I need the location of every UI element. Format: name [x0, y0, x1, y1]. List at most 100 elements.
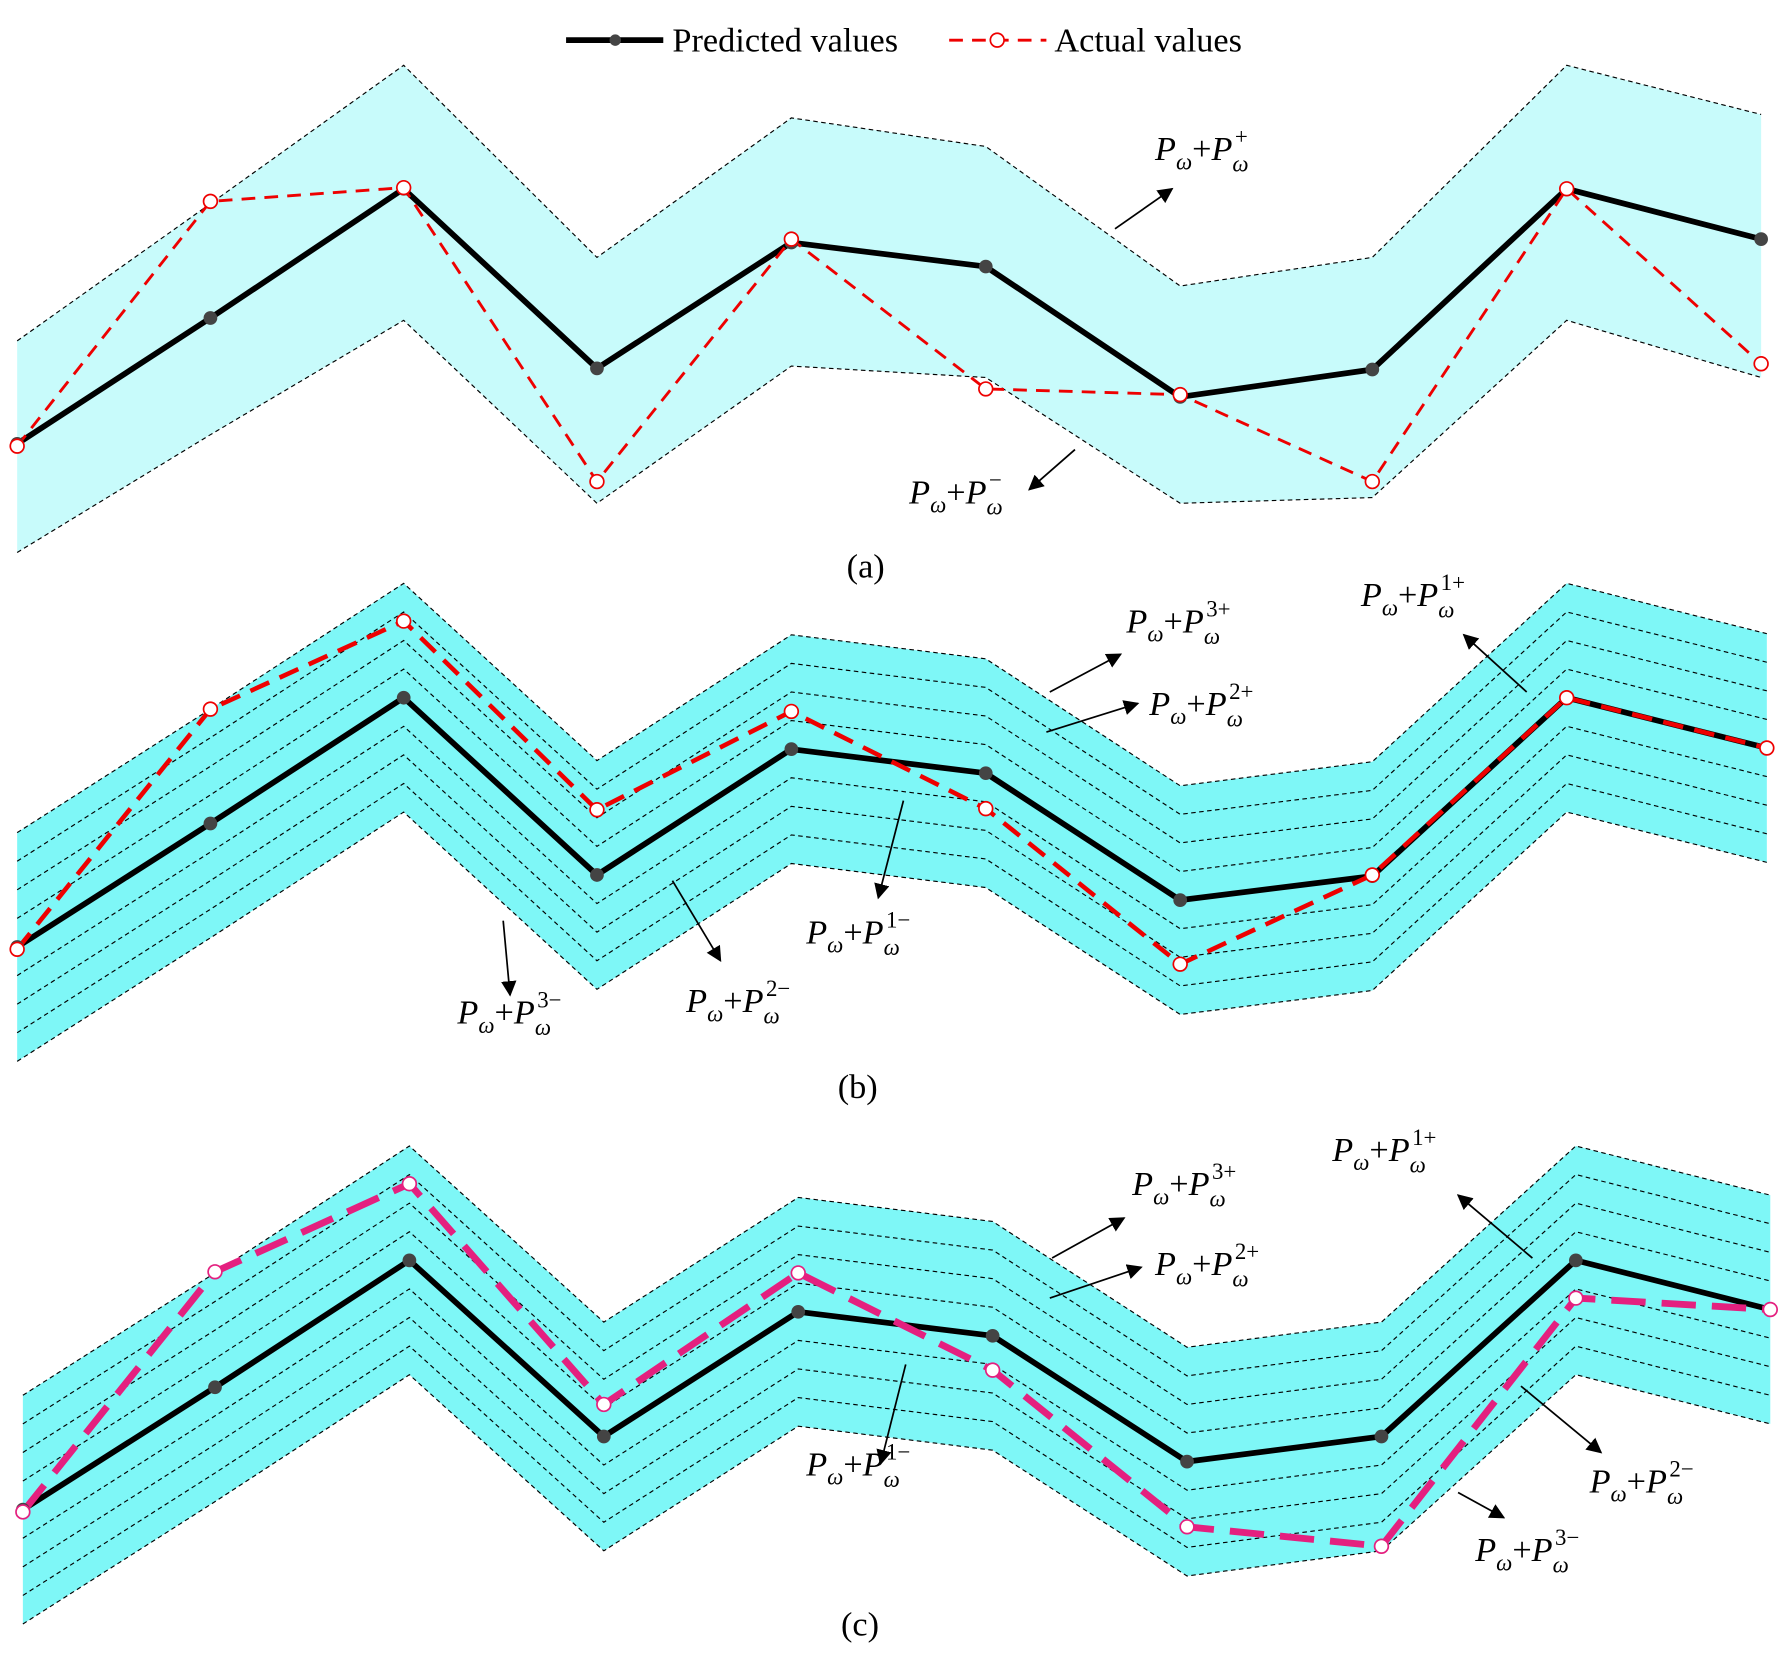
actual-dot: [978, 381, 994, 397]
annotation-part: 3−: [1555, 1525, 1579, 1550]
band-edge: [22, 1231, 1771, 1482]
predicted-line: [15, 694, 1768, 950]
annotation: Pω+Pω1−: [805, 908, 910, 960]
predicted-dot: [208, 1380, 222, 1395]
annotation-part: ω: [535, 1015, 551, 1040]
annotation-arrow: [1049, 653, 1123, 693]
annotation-part: P: [1148, 685, 1170, 723]
annotation-part: ω: [764, 1004, 780, 1029]
annotation-part: ω: [1204, 624, 1220, 649]
annotation-part: ω: [478, 1013, 494, 1038]
predicted-dot: [203, 816, 218, 831]
legend-dot: [989, 32, 1005, 48]
annotation-part: ω: [707, 1001, 723, 1026]
annotation-part: 1−: [886, 1439, 910, 1464]
annotation-part: P: [1125, 603, 1147, 641]
actual-dot: [207, 1264, 223, 1280]
annotation-part: +: [1369, 1131, 1388, 1169]
band-edge: [16, 319, 1762, 553]
legend: Predicted values Actual values: [566, 22, 1242, 60]
annotation: Pω+Pω1−: [805, 1439, 910, 1491]
annotation-part: 3+: [1212, 1159, 1236, 1184]
annotation-part: ω: [1170, 704, 1186, 729]
annotation-arrow: [1046, 700, 1140, 733]
actual-dot: [1179, 1519, 1195, 1535]
annotation: Pω+Pω−: [908, 467, 1003, 519]
annotation-part: 1−: [886, 908, 910, 933]
annotation: Pω+Pω3+: [1131, 1159, 1236, 1211]
actual-line: [16, 186, 1763, 484]
annotation-part: 1+: [1441, 570, 1465, 595]
annotation-part: P: [1388, 1131, 1410, 1169]
predicted-dot: [1180, 1454, 1194, 1469]
annotation-part: +: [946, 473, 965, 511]
annotation-part: +: [1627, 1462, 1646, 1500]
annotation-part: ω: [1353, 1150, 1369, 1175]
actual-dot: [596, 1396, 612, 1413]
annotation-part: +: [1192, 1245, 1211, 1283]
annotation-part: P: [1531, 1531, 1553, 1569]
annotation-part: ω: [1611, 1482, 1627, 1507]
annotation-arrow: [1520, 1385, 1603, 1454]
predicted-line: [15, 185, 1762, 447]
predicted-dot: [978, 766, 993, 781]
annotation-part: 3−: [537, 988, 561, 1013]
annotation-part: ω: [884, 935, 900, 960]
panel-label: (b): [838, 1068, 878, 1106]
annotation-part: ω: [1210, 1187, 1226, 1212]
annotation-part: +: [1164, 603, 1183, 641]
band-edge: [22, 1373, 1771, 1625]
annotation-part: ω: [1147, 622, 1163, 647]
annotation-part: +: [1512, 1531, 1531, 1569]
actual-dot: [395, 179, 412, 196]
annotation-arrow: [1114, 187, 1174, 230]
annotation-part: ω: [1438, 598, 1454, 623]
legend-label: Predicted values: [672, 22, 898, 60]
annotation-part: 2+: [1229, 679, 1253, 704]
actual-dot: [1172, 956, 1188, 972]
actual-dot: [1558, 181, 1575, 197]
band-edge: [16, 754, 1767, 1005]
annotation-part: +: [1169, 1165, 1188, 1203]
annotation-part: 3+: [1206, 597, 1230, 622]
annotation-part: P: [1331, 1131, 1353, 1169]
annotation: Pω+Pω2−: [685, 976, 790, 1028]
annotation-part: ω: [1667, 1484, 1683, 1509]
panel-label: (c): [841, 1605, 879, 1643]
annotation-arrow: [876, 1364, 907, 1466]
band-edge: [16, 725, 1767, 977]
annotation-part: P: [1154, 130, 1176, 168]
annotation-arrow: [1457, 1491, 1506, 1519]
panel: (b)Pω+Pω3+Pω+Pω2+Pω+Pω1+Pω+Pω1−Pω+Pω2−Pω…: [9, 570, 1775, 1106]
annotation-part: P: [1360, 576, 1382, 614]
annotation: Pω+Pω+: [1154, 124, 1249, 176]
predicted-dot: [590, 868, 604, 882]
predicted-dot: [590, 361, 604, 376]
annotation-part: +: [1186, 685, 1205, 723]
annotation-arrow: [874, 800, 905, 900]
annotation-part: P: [908, 473, 930, 511]
predicted-dot: [203, 311, 218, 325]
annotation-part: ω: [987, 495, 1003, 520]
band-edge: [16, 639, 1767, 891]
annotation: Pω+Pω2+: [1148, 679, 1253, 731]
legend-label: Actual values: [1054, 22, 1242, 60]
annotation-part: P: [456, 994, 478, 1032]
actual-dot: [9, 941, 25, 958]
actual-dot: [589, 473, 605, 490]
annotation-part: ω: [827, 1464, 843, 1489]
predicted-dot: [596, 1429, 611, 1444]
actual-dot: [15, 1504, 31, 1520]
annotation-part: ω: [1410, 1152, 1426, 1177]
actual-dot: [1753, 356, 1769, 372]
annotation: Pω+Pω2+: [1154, 1239, 1259, 1291]
panel: (a)Pω+Pω+Pω+Pω−: [9, 64, 1769, 586]
annotation-arrow: [1028, 448, 1076, 491]
band-edge: [22, 1173, 1771, 1425]
legend-dot: [609, 34, 621, 46]
annotation-part: ω: [1227, 706, 1243, 731]
predicted-dot: [1569, 1253, 1583, 1268]
annotation-part: P: [742, 982, 764, 1020]
predicted-dot: [784, 742, 799, 757]
annotation-part: −: [989, 467, 1002, 492]
